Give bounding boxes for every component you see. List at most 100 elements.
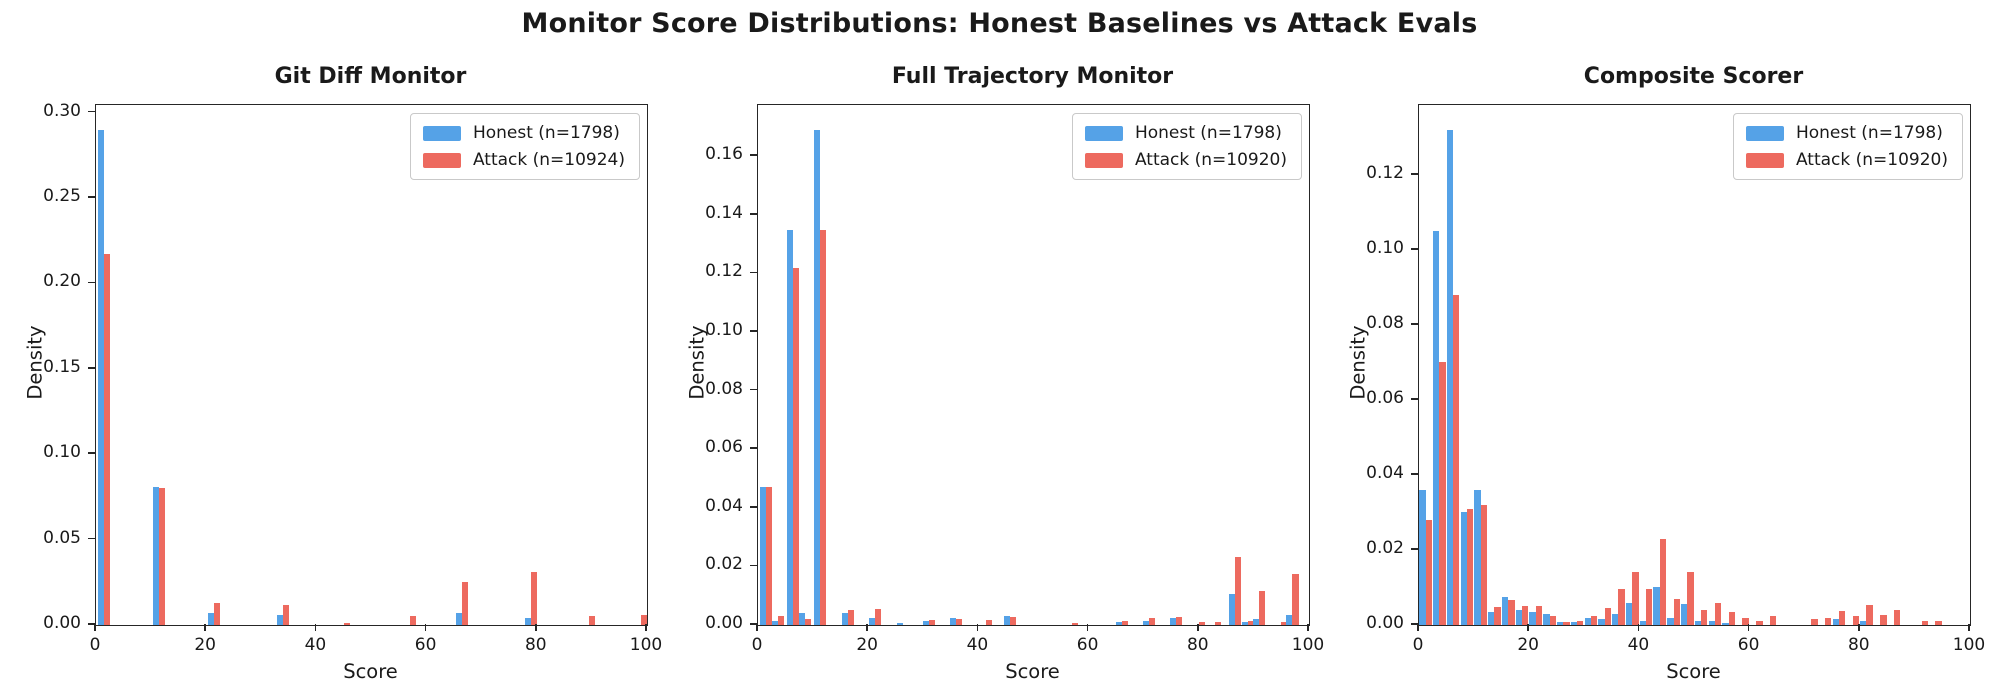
bar-attack [1935,621,1942,625]
bar-attack [1852,616,1859,625]
x-tick-mark [1417,624,1419,631]
bar-attack [1215,621,1222,625]
bar-attack [847,610,854,625]
bar-attack [1175,617,1182,625]
bar-attack [1149,617,1156,625]
y-tick-label: 0.06 [1366,387,1404,408]
bar-attack [1701,610,1708,625]
y-tick-mark [88,537,95,540]
x-tick-label: 80 [1186,635,1209,655]
bar-attack [1659,538,1667,625]
bar-attack [820,229,827,625]
bar-honest [1004,616,1011,625]
bar-attack [1673,598,1680,625]
x-tick-label: 40 [304,635,327,655]
bar-attack [1248,620,1255,625]
bar-attack [1494,607,1501,625]
bar-attack [1893,609,1901,625]
x-tick-label: 40 [1627,635,1650,655]
y-tick-mark [750,506,757,508]
y-tick-mark [88,452,95,455]
y-tick-mark [88,196,95,198]
legend-item-attack: Attack (n=10920) [1084,150,1287,170]
bar-attack [1234,557,1241,625]
bar-honest [1694,620,1702,625]
x-tick-label: 0 [751,635,763,655]
bar-attack [1714,602,1722,625]
bar-honest [455,613,462,625]
bar-honest [1612,613,1619,625]
bar-honest [1446,129,1454,625]
bar-attack [1756,620,1763,625]
y-tick-label: 0.10 [1366,237,1404,258]
x-axis-label: Score [343,660,398,683]
bar-honest [207,613,214,625]
y-tick-label: 0.25 [43,186,81,207]
bar-attack [1508,600,1515,625]
x-tick-mark [1086,624,1089,631]
y-tick-mark [1411,172,1418,175]
x-tick-mark [976,624,979,631]
x-tick-label: 100 [629,635,663,655]
y-tick-mark [1411,548,1418,550]
bar-attack [1811,619,1818,625]
x-tick-mark [1307,624,1309,631]
bar-attack [805,619,812,625]
y-tick-label: 0.08 [1366,312,1404,333]
legend-item-attack: Attack (n=10924) [422,150,625,170]
y-tick-mark [1411,323,1418,325]
honest-swatch-icon [422,125,461,141]
attack-swatch-icon [1084,152,1123,168]
bar-attack [765,487,772,625]
y-tick-mark [750,271,757,274]
y-tick-label: 0.14 [705,202,743,223]
bar-attack [213,602,220,625]
legend-label: Honest (n=1798) [1134,123,1282,143]
legend-label: Honest (n=1798) [472,123,620,143]
y-tick-label: 0.20 [43,271,81,292]
y-tick-label: 0.04 [705,495,743,516]
bar-honest [1570,622,1578,625]
bar-attack [1632,572,1639,625]
bar-attack [875,608,882,625]
honest-swatch-icon [1745,125,1784,141]
bar-honest [1242,622,1249,625]
x-tick-mark [756,624,758,631]
bar-attack [1480,504,1488,625]
attack-swatch-icon [422,152,461,168]
y-tick-label: 0.00 [43,613,81,633]
x-tick-label: 100 [1291,635,1325,655]
y-tick-label: 0.15 [43,356,81,377]
y-tick-label: 0.06 [705,437,743,458]
x-tick-label: 60 [1737,635,1760,655]
y-tick-label: 0.02 [705,554,743,575]
bar-attack [530,572,537,625]
bar-honest [814,129,821,625]
bar-honest [1681,604,1688,625]
bar-honest [1653,587,1660,625]
y-tick-mark [750,330,757,332]
bar-attack [1522,606,1529,625]
y-tick-mark [1411,398,1418,400]
bar-attack [1535,606,1543,625]
plot-area-composite-scorer: Honest (n=1798) Attack (n=10920) [1418,104,1971,626]
x-tick-label: 0 [1412,635,1424,655]
y-tick-label: 0.12 [1366,162,1404,183]
x-tick-mark [1527,624,1529,631]
y-tick-label: 0.30 [43,100,81,121]
bar-honest [759,487,766,625]
legend: Honest (n=1798) Attack (n=10920) [1071,113,1302,180]
bar-honest [1286,615,1293,625]
bar-attack [792,267,799,625]
bar-honest [1143,620,1150,625]
bar-attack [1687,572,1694,625]
subplot-title-full-trajectory-monitor: Full Trajectory Monitor [891,64,1174,89]
x-tick-label: 20 [194,635,216,655]
y-tick-mark [750,447,757,450]
x-tick-label: 20 [1517,635,1539,655]
bar-attack [1866,605,1873,625]
bar-attack [1604,608,1611,625]
bar-attack [1825,618,1832,625]
y-tick-label: 0.02 [1366,537,1404,558]
bar-honest [1115,622,1122,625]
